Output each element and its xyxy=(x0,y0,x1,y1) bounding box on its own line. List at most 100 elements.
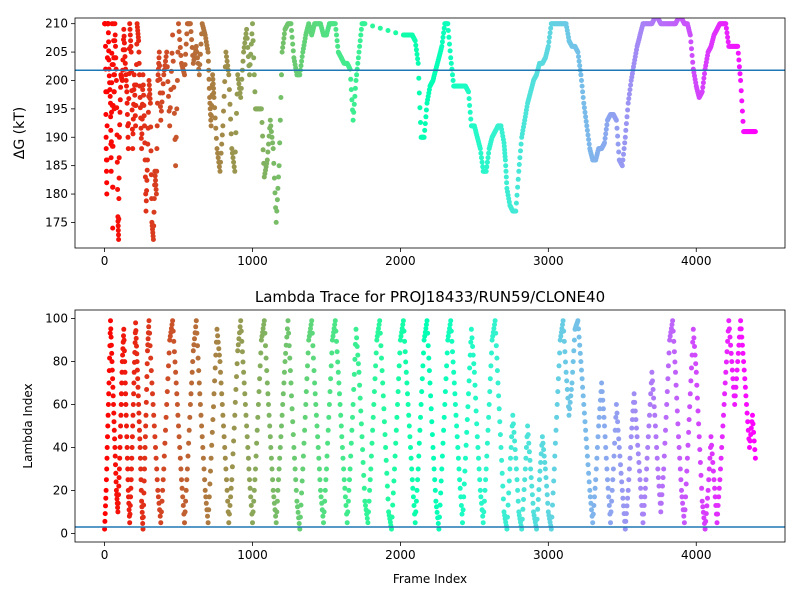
lambda-point xyxy=(176,423,181,429)
lambda-point xyxy=(672,359,678,365)
lambda-point xyxy=(384,483,390,489)
lambda-point xyxy=(507,466,513,472)
lambda-point xyxy=(224,487,230,493)
lambda-point xyxy=(317,477,323,483)
lambda-point xyxy=(715,503,721,508)
delta-g-point xyxy=(148,148,154,154)
lambda-point xyxy=(275,487,281,493)
delta-g-point xyxy=(422,121,428,127)
lambda-point xyxy=(404,380,410,386)
delta-g-point xyxy=(174,78,180,83)
delta-g-point xyxy=(233,130,239,136)
lambda-point xyxy=(444,363,450,369)
lambda-point xyxy=(351,371,357,377)
lambda-point xyxy=(411,503,417,508)
lambda-point xyxy=(686,429,692,435)
lambda-point xyxy=(224,477,229,483)
delta-g-point xyxy=(183,41,189,47)
lambda-point xyxy=(442,389,448,395)
lambda-point xyxy=(646,423,652,429)
lambda-point xyxy=(172,359,178,365)
lambda-point xyxy=(511,429,517,435)
lambda-point xyxy=(335,359,341,365)
lambda-point xyxy=(558,333,564,339)
delta-g-point xyxy=(602,140,607,146)
lambda-point xyxy=(463,455,468,461)
lambda-point xyxy=(500,483,506,489)
lambda-point xyxy=(140,514,146,520)
lambda-point xyxy=(291,445,297,450)
lambda-point xyxy=(164,402,170,407)
lambda-point xyxy=(488,363,494,369)
lambda-point xyxy=(722,380,728,386)
delta-g-point xyxy=(348,76,354,82)
lambda-point xyxy=(220,412,226,418)
lambda-point xyxy=(702,526,708,532)
lambda-point xyxy=(441,414,447,420)
delta-g-point xyxy=(160,90,166,96)
lambda-point xyxy=(363,503,368,508)
lambda-point xyxy=(244,434,250,440)
lambda-point xyxy=(394,414,400,420)
lambda-point xyxy=(453,412,459,418)
lambda-point xyxy=(124,423,129,429)
lambda-point xyxy=(370,427,376,433)
delta-g-point xyxy=(127,21,133,27)
lambda-point xyxy=(116,466,122,472)
lambda-point xyxy=(454,423,460,429)
lambda-point xyxy=(457,477,463,483)
delta-g-point xyxy=(486,150,492,156)
delta-g-point xyxy=(234,110,239,116)
lambda-point xyxy=(400,322,406,328)
delta-g-point xyxy=(211,90,217,96)
lambda-point xyxy=(567,406,573,412)
lambda-point xyxy=(383,445,389,450)
delta-g-point xyxy=(163,58,168,64)
lambda-point xyxy=(599,389,605,395)
lambda-point xyxy=(130,423,136,429)
delta-g-point xyxy=(241,49,247,55)
delta-g-point xyxy=(124,89,130,95)
delta-g-point xyxy=(620,157,626,163)
lambda-point xyxy=(205,513,210,519)
lambda-point xyxy=(182,509,188,515)
lambda-point xyxy=(647,412,652,418)
delta-g-point xyxy=(171,110,177,116)
lambda-point xyxy=(241,369,247,375)
lambda-point xyxy=(705,487,711,493)
lambda-point xyxy=(143,412,149,418)
lambda-point xyxy=(221,423,226,429)
delta-g-point xyxy=(219,132,225,138)
delta-g-point xyxy=(752,129,758,135)
lambda-point xyxy=(297,514,303,520)
delta-g-point xyxy=(357,43,363,49)
lambda-point xyxy=(670,328,676,334)
delta-g-point xyxy=(586,137,592,142)
delta-g-point xyxy=(736,64,742,70)
lambda-point xyxy=(571,348,577,354)
lambda-point xyxy=(251,498,257,504)
delta-g-point xyxy=(105,21,111,27)
delta-g-point xyxy=(170,58,176,64)
lambda-point xyxy=(109,359,115,365)
delta-g-y-tick-label: 180 xyxy=(45,187,68,201)
delta-g-point xyxy=(260,147,266,153)
delta-g-point xyxy=(355,55,361,61)
delta-g-point xyxy=(249,31,255,37)
lambda-point xyxy=(743,393,749,399)
delta-g-point xyxy=(133,123,139,129)
delta-g-point xyxy=(252,89,258,95)
lambda-point xyxy=(676,434,681,440)
delta-g-point xyxy=(737,71,743,77)
lambda-point xyxy=(405,402,411,407)
lambda-point xyxy=(570,359,576,365)
delta-g-point xyxy=(136,60,142,66)
lambda-point xyxy=(309,318,315,324)
lambda-point xyxy=(624,503,630,509)
delta-g-point xyxy=(377,25,383,31)
lambda-point xyxy=(166,350,172,356)
lambda-point xyxy=(590,520,596,526)
lambda-point xyxy=(634,434,640,440)
delta-g-point xyxy=(143,208,149,214)
delta-g-point xyxy=(141,103,147,108)
